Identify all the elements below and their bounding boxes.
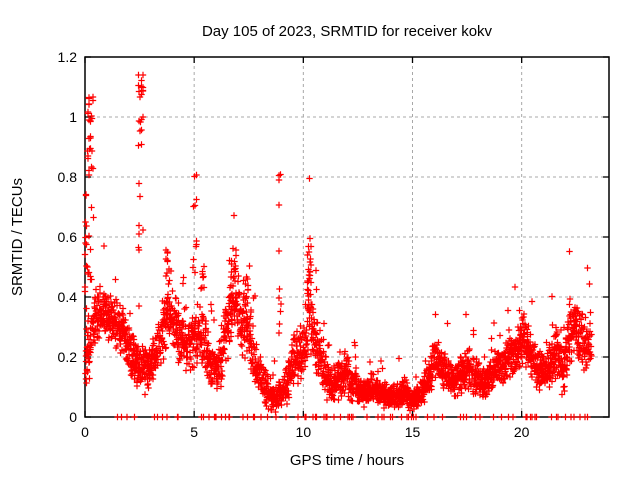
x-tick-label: 15 bbox=[405, 424, 421, 440]
y-tick-label: 0.8 bbox=[58, 169, 78, 185]
x-tick-label: 0 bbox=[81, 424, 89, 440]
y-axis-label: SRMTID / TECUs bbox=[9, 178, 26, 296]
x-tick-label: 10 bbox=[296, 424, 312, 440]
x-tick-labels: 0 5 10 15 20 bbox=[81, 424, 530, 440]
y-tick-label: 0.4 bbox=[58, 289, 78, 305]
y-tick-label: 1 bbox=[69, 109, 77, 125]
y-tick-label: 0.6 bbox=[58, 229, 78, 245]
x-tick-label: 20 bbox=[514, 424, 530, 440]
y-tick-label: 0 bbox=[69, 409, 77, 425]
chart-title: Day 105 of 2023, SRMTID for receiver kok… bbox=[202, 23, 493, 40]
data-points-series bbox=[81, 71, 595, 421]
y-tick-labels: 0 0.2 0.4 0.6 0.8 1 1.2 bbox=[58, 49, 78, 425]
y-tick-label: 0.2 bbox=[58, 349, 78, 365]
y-tick-label: 1.2 bbox=[58, 49, 78, 65]
x-tick-label: 5 bbox=[190, 424, 198, 440]
x-axis-label: GPS time / hours bbox=[290, 452, 404, 469]
